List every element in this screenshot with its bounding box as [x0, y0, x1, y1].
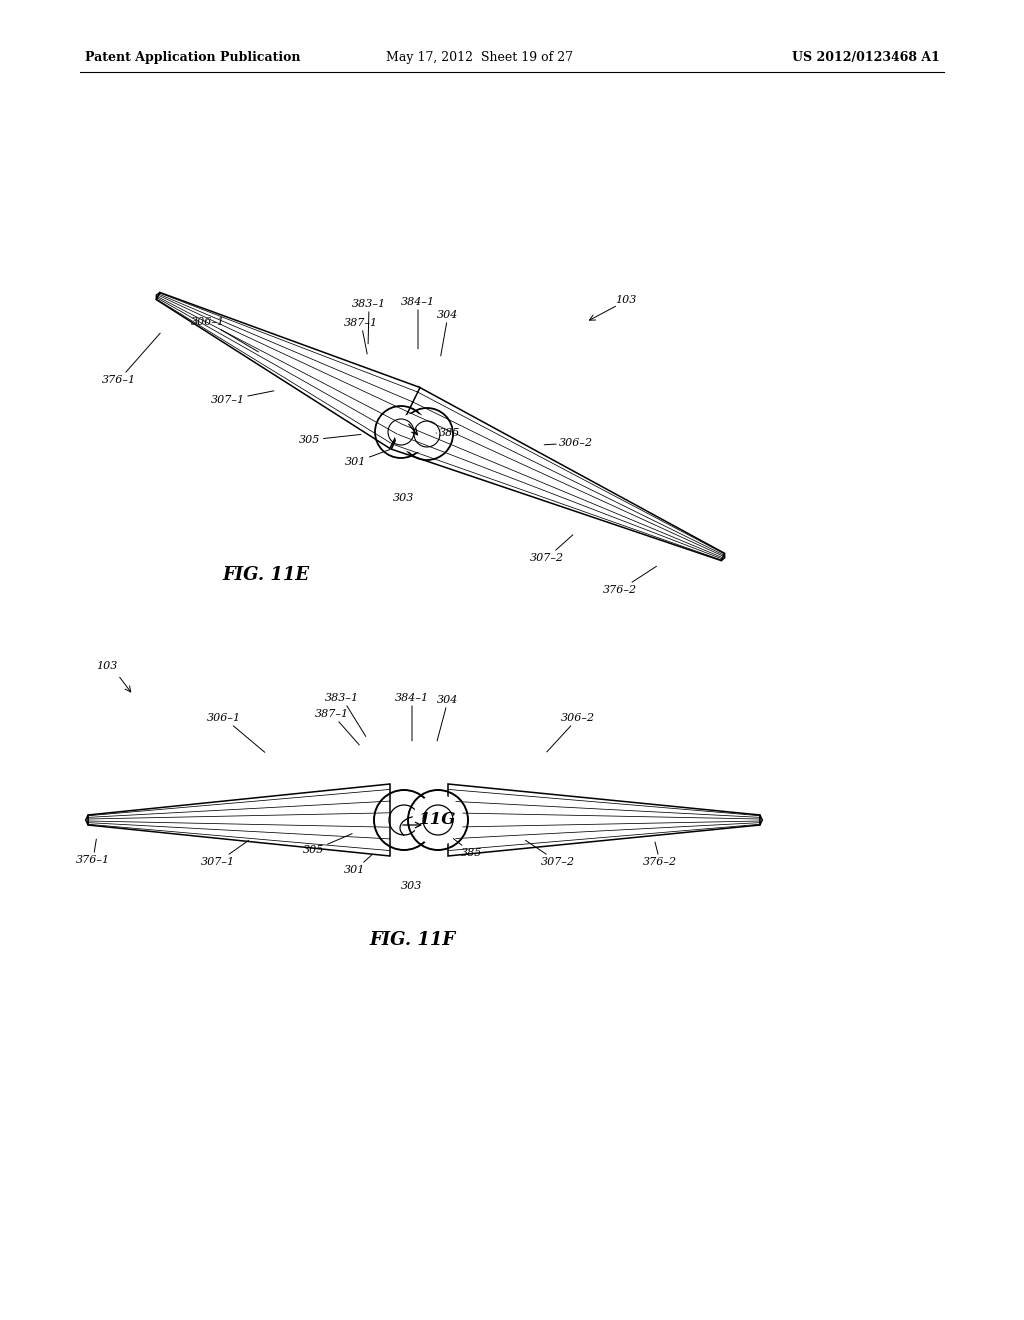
Circle shape [413, 795, 464, 846]
Polygon shape [157, 293, 420, 449]
Text: 376–1: 376–1 [101, 333, 160, 385]
Text: 384–1: 384–1 [401, 297, 435, 348]
Text: 307–2: 307–2 [530, 535, 572, 564]
Text: 303: 303 [393, 492, 415, 503]
Text: 387–1: 387–1 [315, 709, 359, 744]
Text: 305: 305 [299, 434, 360, 445]
Text: FIG. 11F: FIG. 11F [369, 931, 455, 949]
Polygon shape [88, 784, 390, 855]
Text: 304: 304 [437, 696, 459, 741]
Text: May 17, 2012  Sheet 19 of 27: May 17, 2012 Sheet 19 of 27 [386, 50, 573, 63]
Text: 383–1: 383–1 [352, 300, 386, 343]
Text: 306–1: 306–1 [207, 713, 265, 752]
Text: 376–2: 376–2 [643, 842, 677, 867]
Text: 11G: 11G [419, 812, 457, 829]
Polygon shape [157, 293, 160, 300]
Text: FIG. 11E: FIG. 11E [222, 566, 309, 583]
Text: 387–1: 387–1 [344, 318, 378, 354]
Text: 301: 301 [345, 449, 390, 467]
Text: 306–2: 306–2 [547, 713, 595, 752]
Text: 306–2: 306–2 [544, 438, 593, 447]
Circle shape [394, 413, 433, 453]
Text: 306–1: 306–1 [190, 317, 258, 352]
Text: 307–1: 307–1 [201, 841, 249, 867]
Polygon shape [760, 814, 763, 825]
Polygon shape [449, 784, 760, 855]
Text: 103: 103 [615, 294, 637, 305]
Text: 307–1: 307–1 [211, 391, 273, 405]
Text: Patent Application Publication: Patent Application Publication [85, 50, 300, 63]
Text: 103: 103 [96, 661, 118, 671]
Polygon shape [85, 814, 88, 825]
Text: 385: 385 [436, 428, 461, 438]
Text: 376–2: 376–2 [603, 566, 656, 595]
Text: 303: 303 [401, 880, 423, 891]
Text: 305: 305 [303, 834, 352, 855]
Text: 376–1: 376–1 [76, 840, 110, 865]
Text: US 2012/0123468 A1: US 2012/0123468 A1 [793, 50, 940, 63]
Text: 307–2: 307–2 [525, 841, 575, 867]
Polygon shape [721, 553, 725, 561]
Polygon shape [391, 387, 725, 561]
Text: 301: 301 [344, 855, 372, 875]
Text: 383–1: 383–1 [325, 693, 366, 737]
Text: 304: 304 [437, 310, 459, 356]
Text: 384–1: 384–1 [395, 693, 429, 741]
Text: 385: 385 [454, 838, 482, 858]
